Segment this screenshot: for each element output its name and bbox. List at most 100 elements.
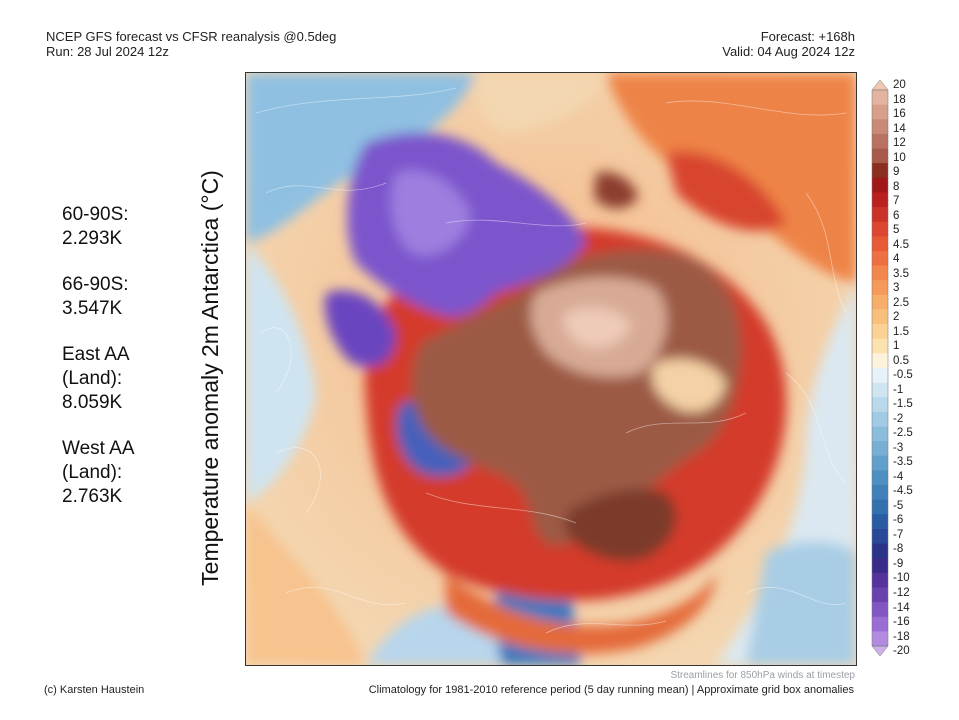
colorbar-tick-label: -14: [893, 601, 910, 614]
colorbar-swatch: [872, 455, 888, 472]
colorbar-tick-label: -0.5: [893, 369, 913, 382]
colorbar-tick-label: -7: [893, 528, 904, 541]
colorbar-tick-label: -1.5: [893, 398, 913, 411]
stat-60-90s: 60-90S: 2.293K: [62, 203, 202, 251]
colorbar-tick-label: -4: [893, 470, 904, 483]
colorbar-swatch: [872, 133, 888, 150]
colorbar-swatch: [872, 324, 888, 340]
map-title: NCEP GFS forecast vs CFSR reanalysis @0.…: [46, 29, 337, 44]
header-left: NCEP GFS forecast vs CFSR reanalysis @0.…: [46, 29, 336, 59]
anomaly-field: [246, 73, 856, 665]
colorbar-tick-label: 20: [893, 79, 906, 91]
stat-value: 3.547K: [62, 298, 123, 319]
colorbar-bottom-extend: [871, 645, 889, 657]
colorbar-swatch: [872, 616, 888, 632]
colorbar-swatch: [872, 148, 888, 164]
colorbar-tick-label: 1.5: [893, 325, 909, 338]
credit: (c) Karsten Haustein: [44, 684, 145, 696]
streamlines-note: Streamlines for 850hPa winds at timestep: [670, 670, 855, 681]
colorbar-swatch: [872, 338, 888, 354]
colorbar-swatch: [872, 426, 888, 442]
colorbar-swatch: [872, 397, 888, 413]
stat-66-90s: 66-90S: 3.547K: [62, 273, 202, 321]
colorbar-tick-label: 3.5: [893, 267, 909, 280]
colorbar-swatch: [872, 572, 888, 589]
colorbar-swatch: [872, 368, 888, 384]
colorbar-swatch: [872, 528, 888, 545]
colorbar-tick-label: -16: [893, 616, 910, 628]
stat-label: West AA: [62, 438, 135, 459]
colorbar-tick-label: -8: [893, 543, 904, 556]
colorbar-tick-label: -1: [893, 383, 904, 396]
forecast-hour: Forecast: +168h: [760, 29, 855, 44]
stat-value: 8.059K: [62, 392, 123, 413]
stat-value: 2.763K: [62, 486, 123, 507]
colorbar-swatch: [872, 353, 888, 369]
colorbar-tick-label: 7: [893, 195, 900, 208]
colorbar-swatch: [872, 207, 888, 223]
colorbar-tick-label: -10: [893, 572, 910, 585]
colorbar-tick-label: 18: [893, 93, 906, 106]
anomaly-map: [245, 72, 857, 666]
colorbar-tick-label: -2: [893, 412, 904, 425]
stat-label: 66-90S:: [62, 274, 129, 295]
colorbar-swatch: [872, 470, 888, 486]
colorbar-swatch: [872, 499, 888, 515]
header-right: Forecast: +168h Valid: 04 Aug 2024 12z: [722, 29, 855, 59]
colorbar-swatch: [872, 104, 888, 120]
stat-label-sub: (Land):: [62, 368, 123, 389]
colorbar-swatch: [872, 631, 888, 647]
colorbar-top-extend: [871, 79, 889, 91]
stat-label-sub: (Land):: [62, 462, 123, 483]
colorbar-tick-label: 6: [893, 209, 900, 222]
wind-streamlines: [255, 87, 847, 634]
colorbar-swatch: [872, 119, 888, 135]
colorbar-tick-label: 4.5: [893, 238, 909, 251]
y-axis-label: Temperature anomaly 2m Antarctica (°C): [197, 170, 223, 586]
colorbar-tick-label: 0.5: [893, 354, 909, 367]
stat-west-aa-land: West AA (Land): 2.763K: [62, 437, 202, 509]
colorbar-swatch: [872, 90, 888, 106]
colorbar-swatch: [872, 294, 888, 311]
stat-value: 2.293K: [62, 228, 123, 249]
colorbar-tick-label: -18: [893, 630, 910, 643]
colorbar-tick-label: -2.5: [893, 427, 913, 440]
colorbar-tick-label: 14: [893, 122, 906, 135]
colorbar-swatch: [872, 587, 888, 603]
colorbar-swatch: [872, 221, 888, 237]
colorbar-tick-label: 16: [893, 108, 906, 120]
colorbar-tick-label: 2.5: [893, 296, 909, 309]
colorbar-tick-label: 10: [893, 151, 906, 164]
climatology-note: Climatology for 1981-2010 reference peri…: [368, 684, 854, 696]
colorbar-tick-label: -4.5: [893, 485, 913, 498]
regional-anomaly-stats: 60-90S: 2.293K 66-90S: 3.547K East AA (L…: [62, 203, 202, 531]
colorbar-tick-label: 12: [893, 137, 906, 150]
colorbar-swatch: [872, 485, 888, 501]
anomaly-regions: [246, 73, 856, 665]
colorbar-tick-label: 3: [893, 282, 900, 295]
colorbar-swatch: [872, 280, 888, 296]
colorbar-swatch: [872, 177, 888, 194]
colorbar-tick-label: -9: [893, 557, 904, 570]
colorbar-swatch: [872, 250, 888, 267]
colorbar-swatch: [872, 543, 888, 559]
valid-time: Valid: 04 Aug 2024 12z: [722, 44, 855, 59]
colorbar-swatch: [872, 309, 888, 325]
colorbar-outline: [871, 89, 889, 647]
colorbar-swatch: [872, 192, 888, 208]
colorbar-tick-label: 2: [893, 311, 900, 324]
colorbar-tick-label: -5: [893, 499, 904, 512]
colorbar-swatch: [872, 236, 888, 252]
colorbar-tick-label: -6: [893, 514, 904, 527]
colorbar-tick-label: -12: [893, 586, 910, 599]
stat-east-aa-land: East AA (Land): 8.059K: [62, 343, 202, 415]
colorbar-swatch: [872, 163, 888, 179]
colorbar-swatch: [872, 265, 888, 281]
colorbar: [871, 79, 889, 657]
colorbar-swatch: [872, 602, 888, 618]
colorbar-swatch: [872, 514, 888, 530]
colorbar-swatch: [872, 558, 888, 574]
run-time: Run: 28 Jul 2024 12z: [46, 44, 169, 59]
colorbar-tick-label: 5: [893, 224, 900, 237]
colorbar-swatches: [871, 79, 889, 657]
